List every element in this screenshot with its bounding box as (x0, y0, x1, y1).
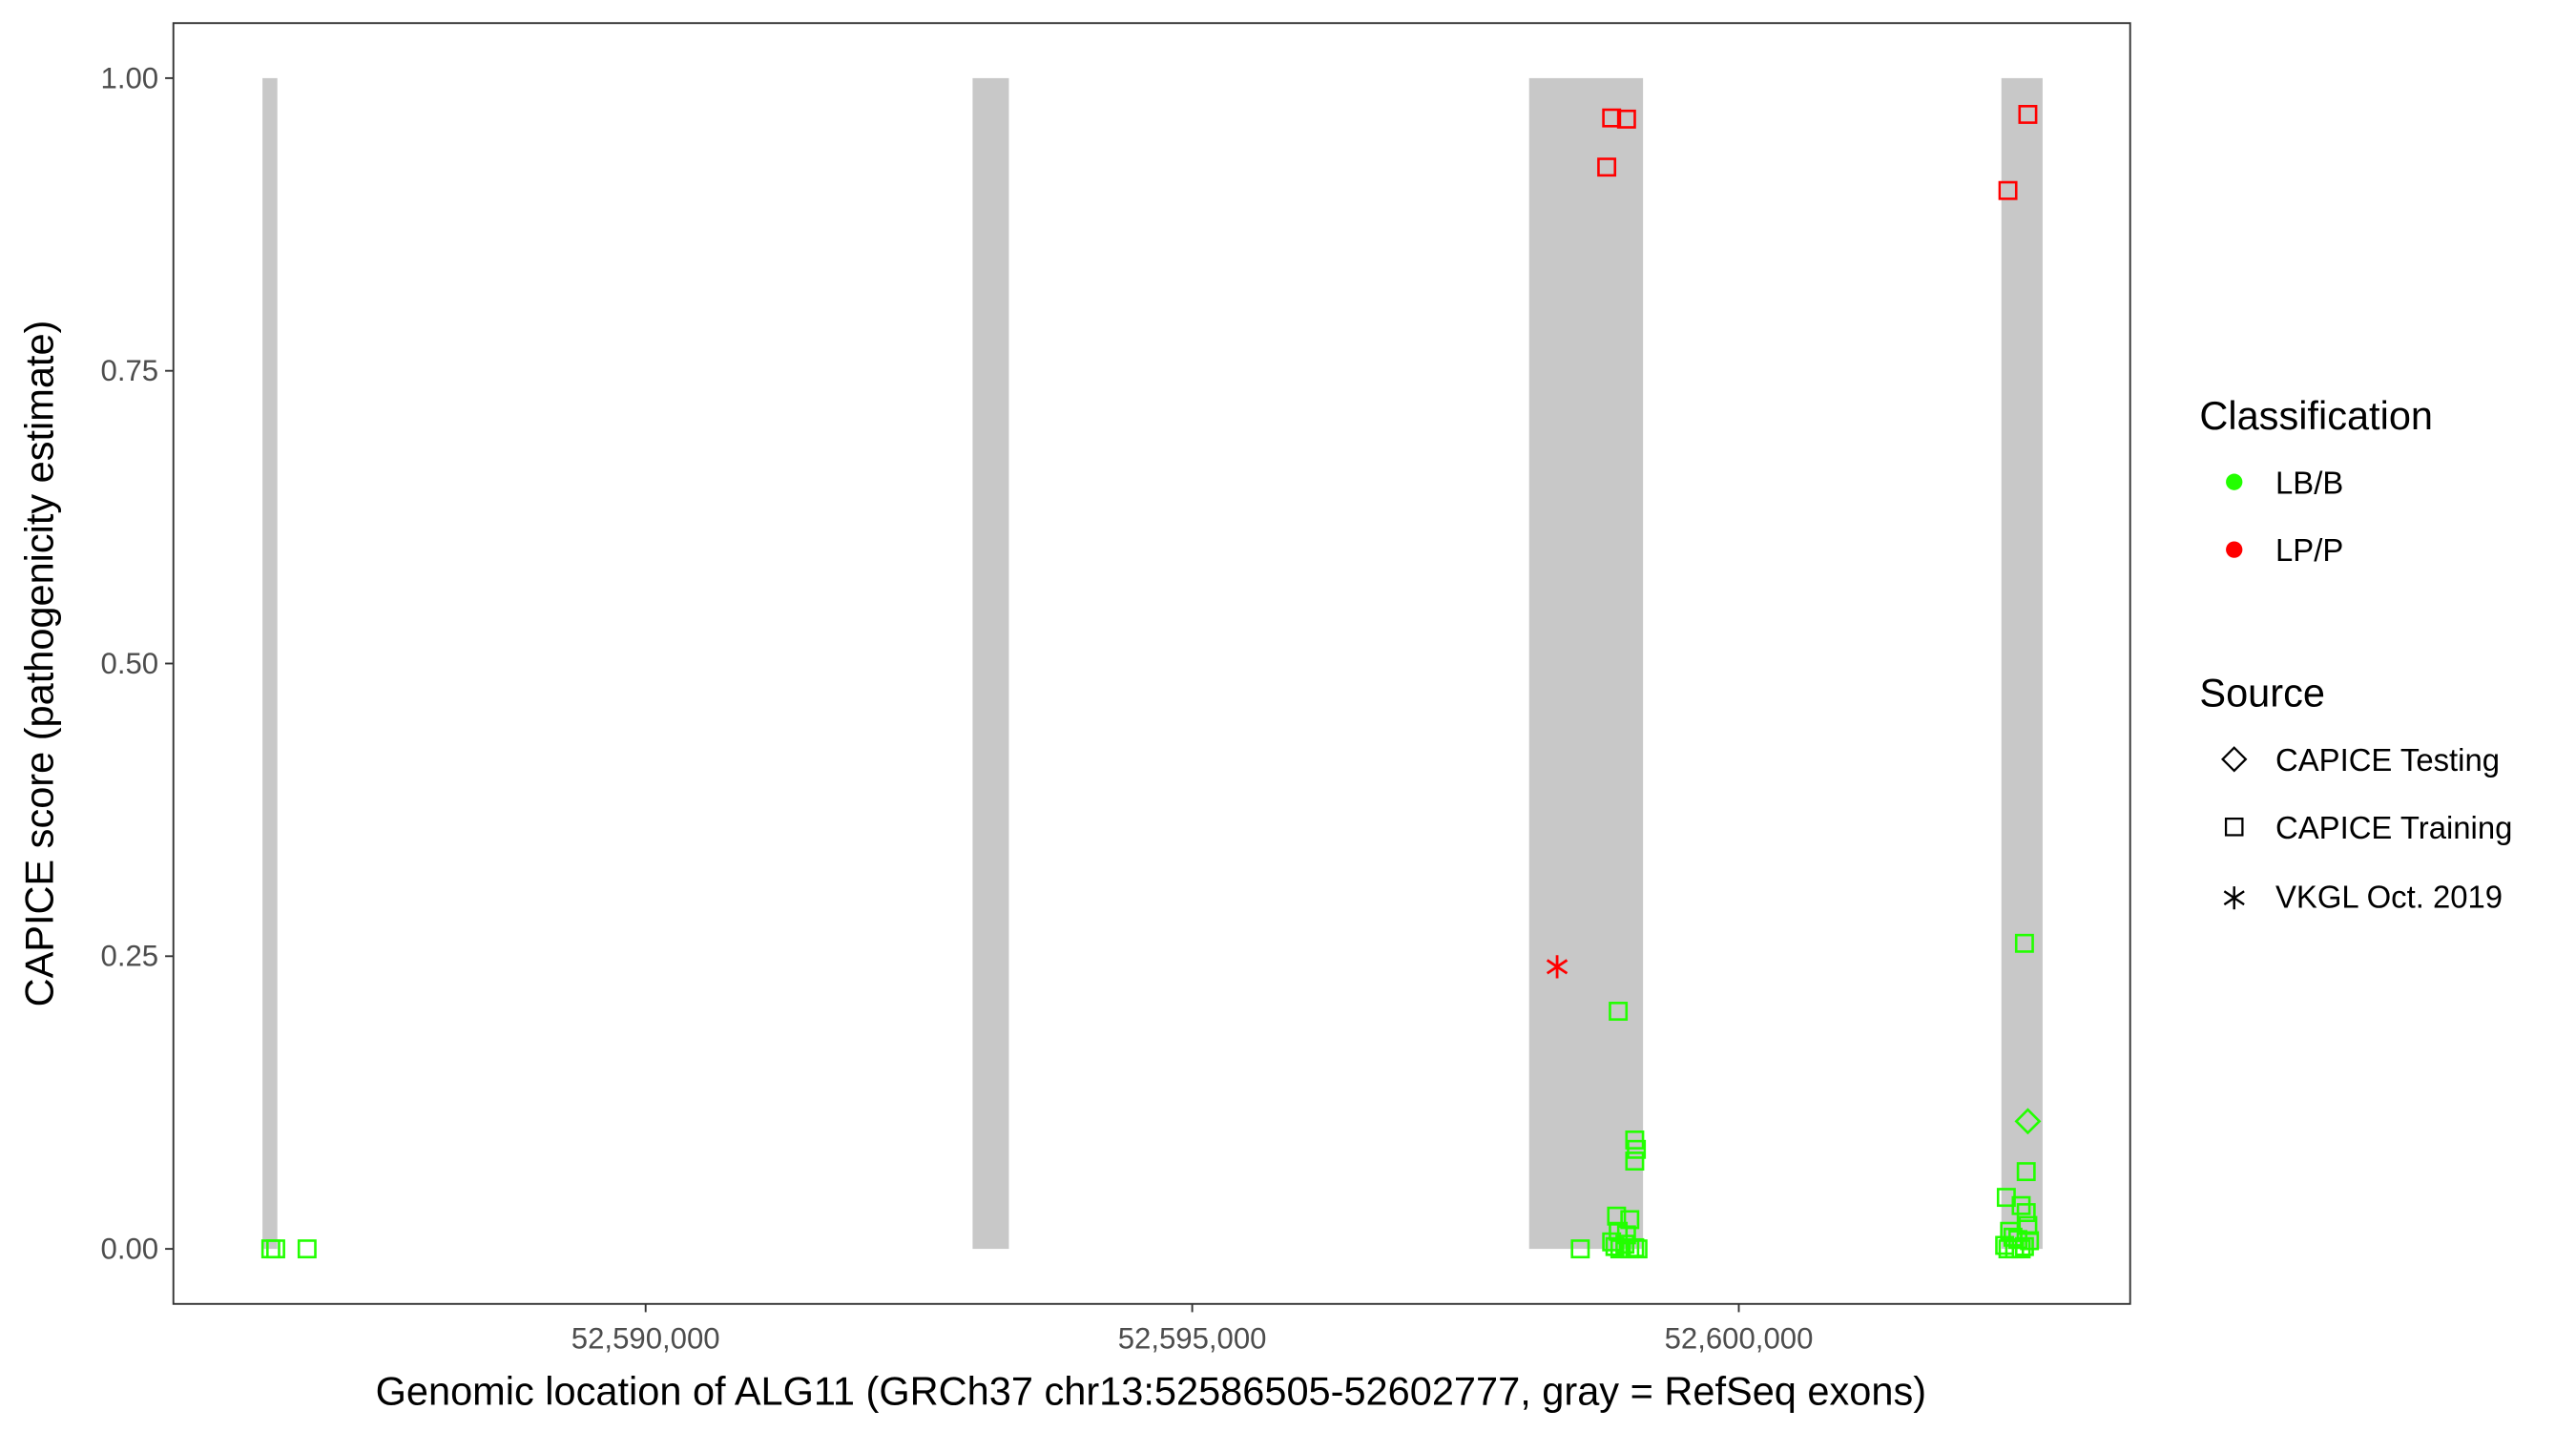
data-point-asterisk (1546, 955, 1568, 979)
data-point-square (1998, 180, 2018, 200)
data-point-square (1620, 1210, 1640, 1230)
data-point-square (2016, 1203, 2036, 1223)
legend-diamond-icon (2221, 746, 2248, 773)
legend-lbb-dot-icon (2226, 473, 2243, 490)
data-point-square (2018, 1215, 2038, 1235)
exon-band (1528, 77, 1644, 1250)
data-point-square (2014, 933, 2034, 953)
legend-square-icon (2224, 818, 2244, 837)
x-tick-label: 52,595,000 (1118, 1322, 1267, 1356)
data-point-square (1627, 1139, 1647, 1159)
x-tick-label: 52,590,000 (571, 1322, 720, 1356)
legend-training-label: CAPICE Training (2275, 810, 2512, 845)
exon-band (972, 77, 1009, 1250)
data-point-square (1616, 109, 1636, 129)
y-tick-label: 0.75 (101, 354, 159, 387)
data-point-square (1610, 1239, 1630, 1259)
plot-panel-border (172, 22, 2131, 1305)
data-point-square (1625, 1151, 1645, 1172)
legend: Classification LB/B LP/P Source CAPICE T… (2199, 393, 2512, 915)
data-points (260, 104, 2042, 1259)
data-point-square (1597, 157, 1617, 177)
y-tick-label: 0.50 (101, 647, 159, 680)
x-tick-label: 52,600,000 (1665, 1322, 1814, 1356)
legend-lpp-dot-icon (2226, 541, 2243, 558)
y-tick-label: 0.25 (101, 940, 159, 973)
legend-source-title: Source (2199, 670, 2325, 715)
y-axis-label: CAPICE score (pathogenicity estimate) (16, 321, 61, 1007)
legend-vkgl-label: VKGL Oct. 2019 (2275, 880, 2503, 915)
data-point-square (266, 1239, 285, 1259)
data-point-square (1570, 1239, 1590, 1259)
x-axis: 52,590,000 52,595,000 52,600,000 (571, 1303, 1814, 1356)
data-point-square (1615, 1234, 1635, 1255)
data-point-square (1609, 1002, 1629, 1021)
data-point-square (1628, 1239, 1648, 1259)
y-tick-label: 0.00 (101, 1232, 159, 1265)
data-point-diamond (2014, 1108, 2042, 1135)
data-point-square (2011, 1239, 2031, 1259)
x-axis-label: Genomic location of ALG11 (GRCh37 chr13:… (376, 1368, 1926, 1413)
data-point-square (1607, 1206, 1627, 1226)
y-tick-label: 1.00 (101, 61, 159, 94)
exon-band (2001, 77, 2043, 1250)
data-point-square (1602, 108, 1622, 128)
data-point-square (297, 1239, 317, 1259)
exon-band (262, 77, 278, 1250)
legend-lbb-label: LB/B (2275, 465, 2343, 500)
legend-lpp-label: LP/P (2275, 532, 2343, 568)
data-point-square (1605, 1236, 1625, 1256)
legend-testing-label: CAPICE Testing (2275, 742, 2500, 778)
legend-asterisk-icon (2223, 886, 2245, 910)
legend-classification-title: Classification (2199, 393, 2433, 438)
exon-bands (262, 77, 2043, 1250)
y-axis: 0.00 0.25 0.50 0.75 1.00 (101, 61, 174, 1265)
data-point-square (2014, 1236, 2034, 1256)
data-point-square (2016, 1162, 2036, 1182)
data-point-square (2018, 104, 2038, 124)
